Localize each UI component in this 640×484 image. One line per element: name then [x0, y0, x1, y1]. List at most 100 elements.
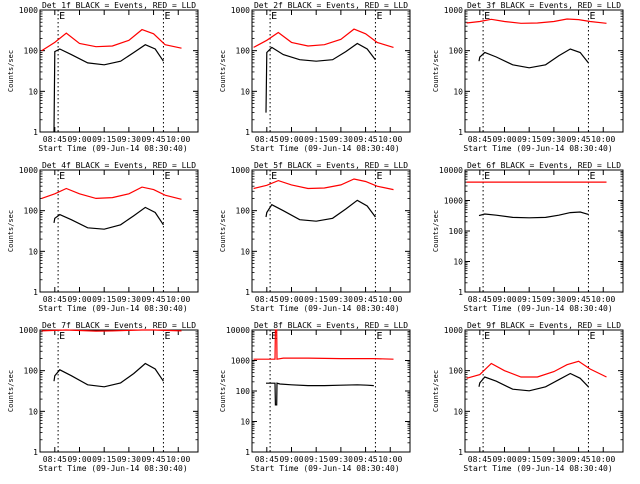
- plot-frame: [251, 169, 411, 293]
- series-line-red: [41, 186, 182, 200]
- x-axis-label: Start Time (09-Jun-14 08:30:40): [38, 464, 187, 473]
- x-tick-label: 09:30: [329, 295, 353, 304]
- x-tick-label: 08:45: [255, 295, 279, 304]
- panel-title: Det 8f BLACK = Events, RED = LLD: [254, 321, 408, 330]
- series-line-black: [265, 199, 376, 222]
- event-marker-label: E: [271, 331, 277, 342]
- y-tick-label: 1: [458, 448, 463, 457]
- x-tick-label: 08:45: [468, 455, 492, 464]
- y-tick-label: 1000: [231, 6, 250, 15]
- event-marker-label: E: [484, 11, 490, 22]
- series-line-red: [41, 28, 182, 52]
- x-tick-label: 09:30: [542, 135, 566, 144]
- x-tick-label: 10:00: [378, 295, 402, 304]
- x-tick-label: 09:15: [304, 295, 328, 304]
- y-tick-label: 10: [453, 258, 463, 267]
- y-tick-label: 1: [245, 288, 250, 297]
- x-tick-label: 09:00: [279, 135, 303, 144]
- y-tick-label: 10: [453, 407, 463, 416]
- y-axis-label: Counts/sec: [7, 210, 15, 252]
- x-axis-label: Start Time (09-Jun-14 08:30:40): [250, 464, 399, 473]
- x-tick-label: 10:00: [378, 135, 402, 144]
- y-axis-label: Counts/sec: [432, 370, 440, 412]
- x-tick-label: 09:15: [92, 135, 116, 144]
- x-tick-label: 08:45: [43, 135, 67, 144]
- x-tick-label: 09:45: [142, 295, 166, 304]
- x-tick-label: 08:45: [255, 135, 279, 144]
- x-tick-label: 10:00: [591, 455, 615, 464]
- y-axis-label: Counts/sec: [219, 210, 227, 252]
- series-line-red: [253, 28, 394, 48]
- plot-frame: [464, 169, 624, 293]
- plot-frame: [39, 329, 199, 453]
- x-tick-label: 09:15: [517, 135, 541, 144]
- event-marker-label: E: [484, 171, 490, 182]
- y-tick-label: 10: [453, 87, 463, 96]
- event-marker-label: E: [59, 331, 65, 342]
- x-tick-label: 09:45: [354, 295, 378, 304]
- y-tick-label: 1: [245, 128, 250, 137]
- y-tick-label: 10: [240, 87, 250, 96]
- x-tick-label: 09:30: [117, 135, 141, 144]
- y-tick-label: 1: [33, 448, 38, 457]
- y-tick-label: 1: [245, 448, 250, 457]
- series-line-red: [253, 329, 394, 360]
- x-tick-label: 09:30: [542, 295, 566, 304]
- panel-7: Det 7f BLACK = Events, RED = LLD 1 10 100 10…: [7, 321, 199, 473]
- series-line-black: [266, 382, 374, 406]
- event-marker-label: E: [376, 171, 382, 182]
- x-axis-label: Start Time (09-Jun-14 08:30:40): [463, 144, 612, 153]
- x-tick-label: 10:00: [591, 295, 615, 304]
- y-tick-label: 10: [240, 418, 250, 427]
- x-tick-label: 09:45: [142, 135, 166, 144]
- panel-3: Det 3f BLACK = Events, RED = LLD 1 10 100 10…: [432, 1, 624, 153]
- x-tick-label: 08:45: [468, 135, 492, 144]
- y-tick-label: 1: [458, 288, 463, 297]
- series-line-red: [41, 329, 182, 332]
- y-tick-label: 10: [240, 247, 250, 256]
- y-axis-label: Counts/sec: [219, 50, 227, 92]
- y-axis-label: Counts/sec: [219, 370, 227, 412]
- x-axis-label: Start Time (09-Jun-14 08:30:40): [463, 464, 612, 473]
- y-axis-label: Counts/sec: [7, 370, 15, 412]
- panel-4: Det 4f BLACK = Events, RED = LLD 1 10 100 10…: [7, 161, 199, 313]
- x-tick-label: 09:15: [304, 135, 328, 144]
- x-axis-label: Start Time (09-Jun-14 08:30:40): [463, 304, 612, 313]
- series-line-black: [478, 48, 589, 69]
- y-tick-label: 100: [449, 47, 464, 56]
- panel-title: Det 5f BLACK = Events, RED = LLD: [254, 161, 408, 170]
- x-tick-label: 09:15: [92, 295, 116, 304]
- series-line-black: [53, 44, 164, 133]
- x-tick-label: 10:00: [591, 135, 615, 144]
- event-marker-label: E: [589, 11, 595, 22]
- x-tick-label: 09:30: [542, 455, 566, 464]
- x-tick-label: 09:30: [329, 135, 353, 144]
- event-marker-label: E: [164, 331, 170, 342]
- series-line-black: [478, 211, 589, 219]
- panel-title: Det 2f BLACK = Events, RED = LLD: [254, 1, 408, 10]
- plot-frame: [39, 169, 199, 293]
- y-tick-label: 1000: [444, 326, 463, 335]
- x-tick-label: 09:45: [567, 455, 591, 464]
- y-tick-label: 100: [236, 47, 251, 56]
- event-marker-label: E: [164, 171, 170, 182]
- x-tick-label: 09:15: [517, 455, 541, 464]
- y-tick-label: 1000: [231, 357, 250, 366]
- event-marker-label: E: [164, 11, 170, 22]
- x-tick-label: 09:30: [117, 455, 141, 464]
- series-line-red: [253, 178, 394, 191]
- series-line-red: [466, 360, 607, 379]
- x-tick-label: 09:15: [517, 295, 541, 304]
- y-tick-label: 1: [33, 288, 38, 297]
- event-marker-label: E: [589, 331, 595, 342]
- x-tick-label: 09:45: [567, 135, 591, 144]
- y-tick-label: 10: [28, 247, 38, 256]
- x-tick-label: 09:00: [67, 455, 91, 464]
- x-tick-label: 09:15: [304, 455, 328, 464]
- y-axis-label: Counts/sec: [7, 50, 15, 92]
- y-tick-label: 100: [24, 367, 39, 376]
- plot-frame: [251, 9, 411, 133]
- x-axis-label: Start Time (09-Jun-14 08:30:40): [250, 144, 399, 153]
- event-marker-label: E: [589, 171, 595, 182]
- x-tick-label: 09:45: [142, 455, 166, 464]
